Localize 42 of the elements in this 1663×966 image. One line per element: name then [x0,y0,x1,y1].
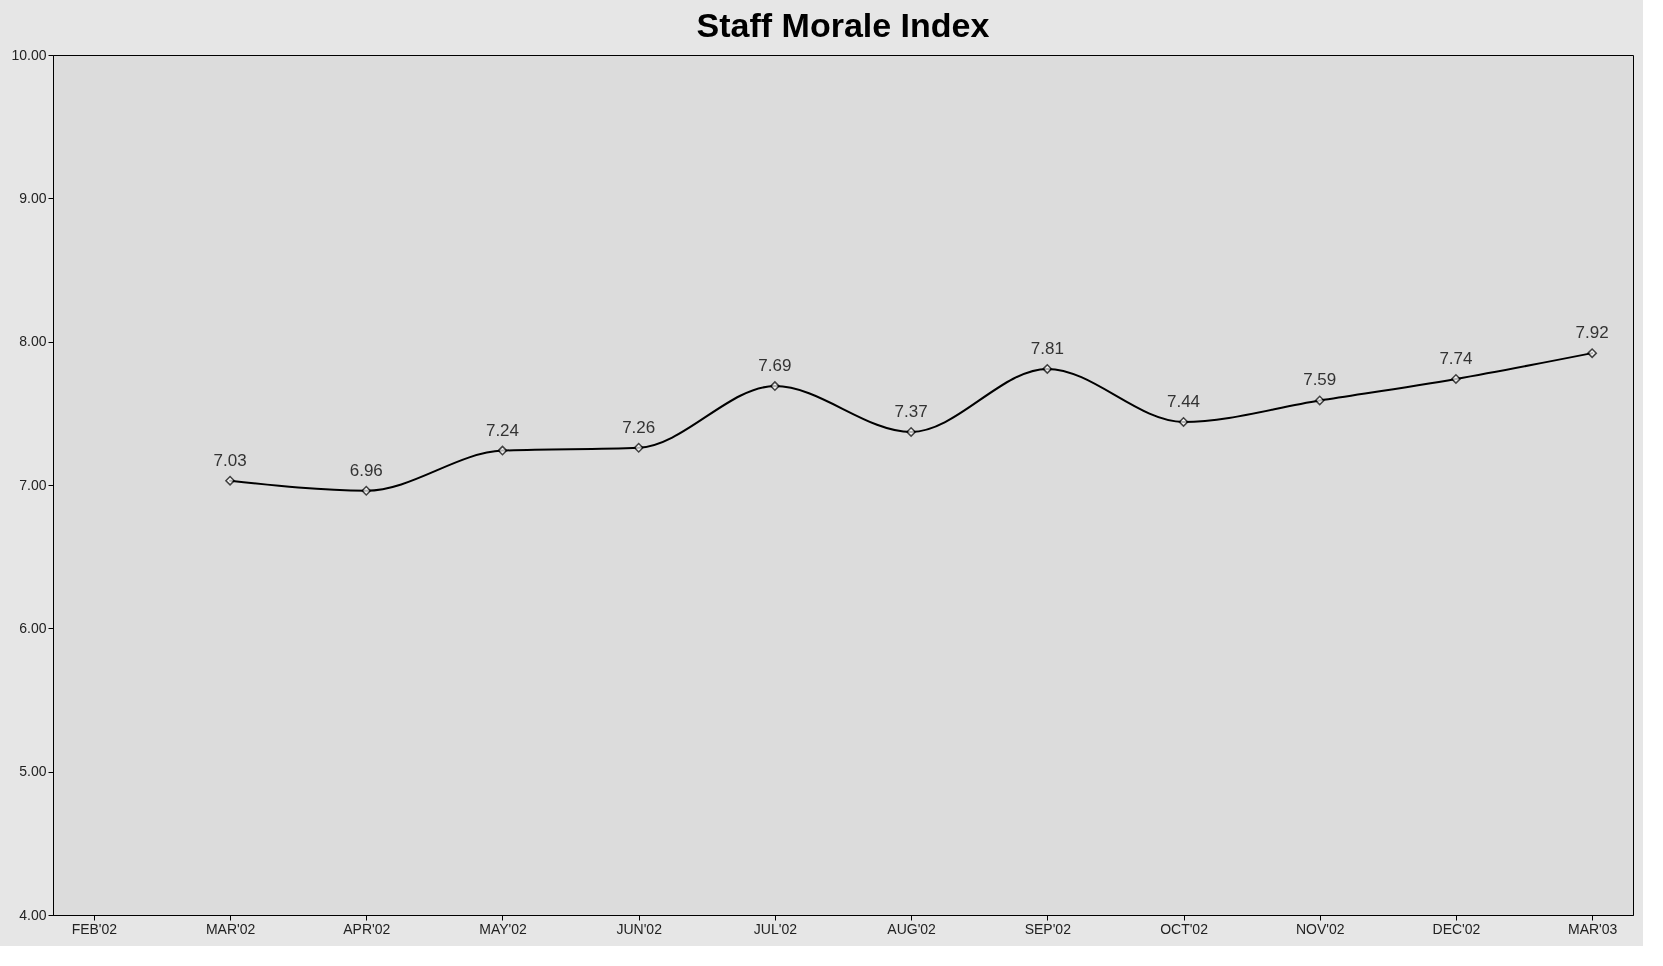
y-tick-label: 8.00 [19,333,47,350]
x-tick-label: MAR'03 [1567,920,1618,937]
data-label: 7.81 [1030,338,1064,358]
data-label: 7.26 [622,417,656,437]
point [633,442,644,453]
point [225,475,235,486]
point [1042,363,1053,374]
point [1451,374,1461,384]
x-tick-label: NOV'02 [1295,920,1345,937]
data-label: 6.96 [349,460,383,480]
point [1178,417,1189,427]
x-tick-label: APR'02 [343,920,391,937]
data-label: 7.74 [1439,348,1473,368]
data-label: 7.03 [213,450,247,470]
x-tick-label: FEB'02 [71,920,118,937]
data-label: 7.92 [1575,323,1609,343]
x-tick-label: SEP'02 [1024,920,1072,937]
data-label: 7.44 [1166,391,1201,411]
x-tick-label: DEC'02 [1432,920,1481,937]
point [1587,348,1598,359]
y-tick-label: 5.00 [19,763,47,780]
point [1314,395,1325,406]
x-tick-label: MAY'02 [479,920,527,937]
data-label: 7.59 [1303,370,1337,390]
data-label: 7.37 [894,401,928,421]
point [497,445,508,456]
chart-title: Staff Morale Index [696,6,990,44]
data-label: 7.24 [485,420,520,440]
x-tick-label: JUL'02 [753,920,798,937]
y-tick-label: 9.00 [19,189,47,206]
x-tick-label: OCT'02 [1160,920,1209,937]
y-tick-label: 10.00 [11,46,47,63]
y-tick-label: 7.00 [19,476,47,493]
x-tick-label: JUN'02 [616,920,663,937]
point [361,485,372,496]
y-tick-label: 6.00 [19,619,47,636]
data-label: 7.69 [758,356,792,376]
x-tick-label: MAR'02 [205,920,256,937]
y-tick-label: 4.00 [19,906,47,923]
x-tick-label: AUG'02 [887,920,937,937]
point [769,381,780,392]
point [906,427,917,437]
